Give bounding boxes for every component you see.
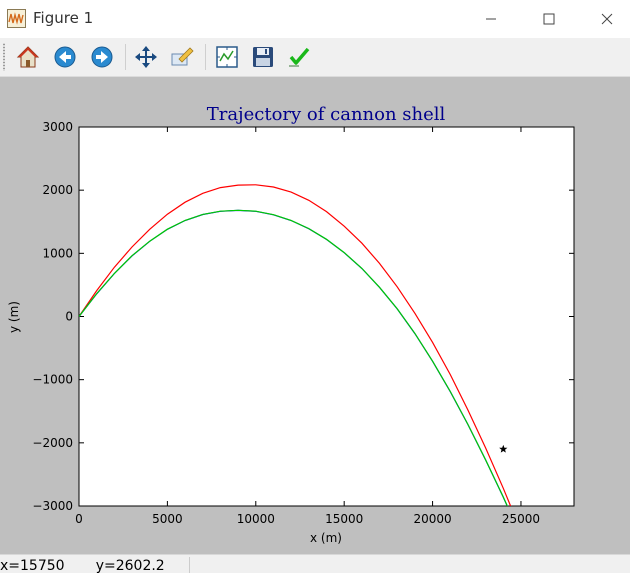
chart-title: Trajectory of cannon shell bbox=[207, 104, 446, 125]
figure-canvas[interactable]: Trajectory of cannon shell 0 5000 10000 150… bbox=[0, 77, 630, 554]
x-tick-label: 15000 bbox=[325, 512, 363, 526]
zoom-button[interactable] bbox=[168, 43, 196, 71]
status-bar: x=15750 y=2602.2 bbox=[0, 554, 630, 574]
impact-star-marker bbox=[499, 444, 508, 453]
trajectory-chart: Trajectory of cannon shell 0 5000 10000 150… bbox=[7, 104, 575, 545]
forward-button[interactable] bbox=[88, 43, 116, 71]
pan-button[interactable] bbox=[132, 43, 160, 71]
y-tick-label: 0 bbox=[65, 310, 73, 324]
toolbar-separator bbox=[205, 44, 206, 70]
maximize-icon bbox=[543, 13, 555, 25]
toolbar-separator bbox=[125, 44, 126, 70]
y-tick-label: 3000 bbox=[42, 120, 73, 134]
x-tick-label: 5000 bbox=[152, 512, 183, 526]
toolbar-grip[interactable] bbox=[3, 43, 5, 71]
y-tick-label: −1000 bbox=[32, 373, 73, 387]
y-axis-label: y (m) bbox=[7, 301, 21, 333]
y-tick-label: 2000 bbox=[42, 183, 73, 197]
home-button[interactable] bbox=[14, 43, 42, 71]
subplots-icon bbox=[216, 46, 238, 68]
zoom-rect-icon bbox=[171, 47, 194, 66]
toolbar bbox=[0, 38, 630, 77]
minimize-button[interactable] bbox=[468, 0, 514, 38]
back-button[interactable] bbox=[51, 43, 79, 71]
x-tick-label: 25000 bbox=[502, 512, 540, 526]
x-tick-label: 0 bbox=[75, 512, 83, 526]
forward-arrow-icon bbox=[91, 46, 113, 68]
maximize-button[interactable] bbox=[526, 0, 572, 38]
plot-area bbox=[78, 126, 575, 507]
x-axis-label: x (m) bbox=[310, 531, 342, 545]
cursor-coordinates: x=15750 y=2602.2 bbox=[0, 558, 165, 574]
matplotlib-figure-icon bbox=[7, 9, 26, 28]
close-icon bbox=[601, 13, 613, 25]
home-icon bbox=[16, 46, 40, 68]
move-icon bbox=[135, 46, 157, 68]
series-line-1 bbox=[79, 184, 512, 506]
series-lines bbox=[79, 184, 512, 506]
close-button[interactable] bbox=[584, 0, 630, 38]
y-tick-label: −2000 bbox=[32, 436, 73, 450]
minimize-icon bbox=[486, 18, 496, 20]
chart-markers bbox=[499, 444, 508, 453]
status-divider bbox=[189, 557, 190, 573]
x-tick-label: 10000 bbox=[237, 512, 275, 526]
floppy-disk-icon bbox=[253, 47, 273, 67]
window-titlebar: Figure 1 bbox=[0, 0, 630, 38]
save-button[interactable] bbox=[249, 43, 277, 71]
checkmark-icon bbox=[289, 47, 310, 67]
edit-button[interactable] bbox=[285, 43, 313, 71]
back-arrow-icon bbox=[54, 46, 76, 68]
x-tick-label: 20000 bbox=[413, 512, 451, 526]
window-title: Figure 1 bbox=[33, 9, 94, 27]
series-line-3 bbox=[79, 209, 508, 506]
y-tick-label: 1000 bbox=[42, 246, 73, 260]
subplots-button[interactable] bbox=[213, 43, 241, 71]
y-tick-label: −3000 bbox=[32, 499, 73, 513]
axis-ticks: 0 5000 10000 15000 20000 25000−3000−2000−1000… bbox=[32, 120, 574, 526]
